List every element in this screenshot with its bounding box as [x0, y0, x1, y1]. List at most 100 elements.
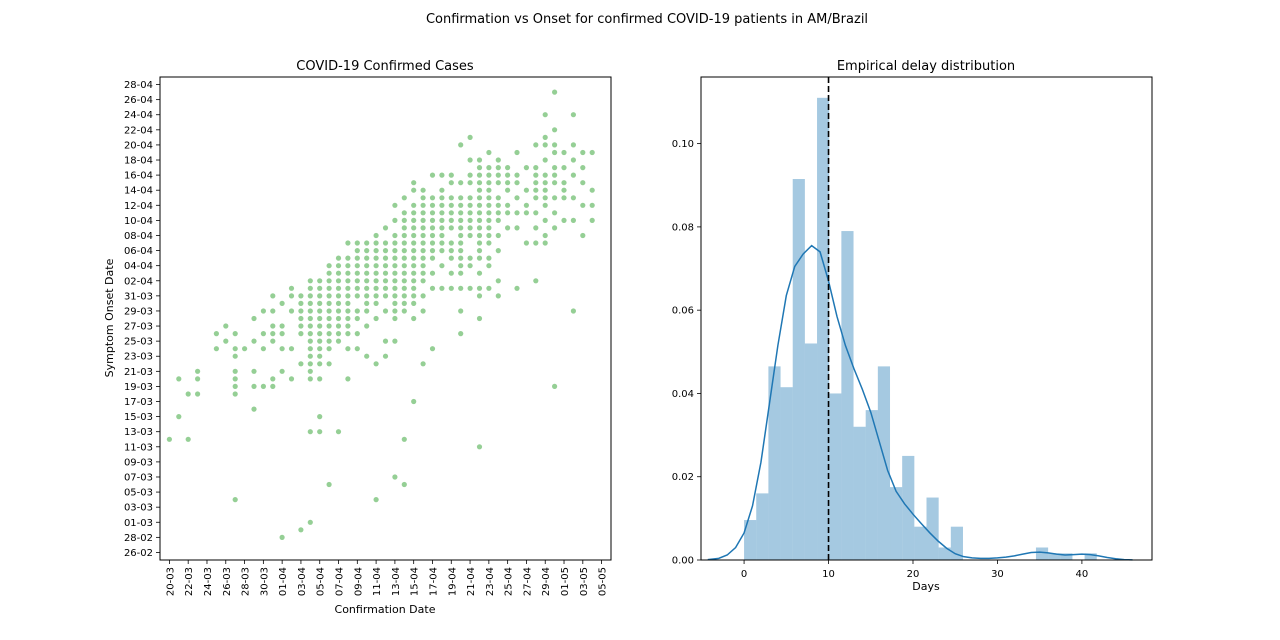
scatter-point [420, 263, 426, 269]
scatter-point [476, 444, 483, 450]
scatter-point [335, 285, 342, 291]
scatter-point [458, 195, 464, 201]
scatter-point [335, 323, 342, 329]
scatter-point [279, 323, 285, 329]
scatter-point [335, 308, 342, 314]
scatter-point [345, 263, 351, 269]
scatter-point [317, 323, 323, 329]
scatter-point [420, 217, 426, 223]
scatter-point [514, 210, 520, 216]
scatter-point [345, 278, 351, 284]
scatter-point [439, 232, 445, 239]
histogram-bar [926, 497, 939, 560]
scatter-point [335, 270, 342, 276]
scatter-point [458, 225, 464, 231]
scatter-point [373, 361, 379, 367]
scatter-x-tick-label: 20-03 [165, 567, 176, 596]
scatter-point [505, 202, 511, 208]
histogram-x-axis-label: Days [912, 580, 940, 593]
scatter-point [514, 172, 520, 178]
scatter-point [373, 248, 379, 254]
scatter-y-tick-label: 20-04 [124, 140, 153, 151]
scatter-x-tick-label: 21-04 [466, 567, 477, 596]
scatter-y-tick-label: 25-03 [124, 337, 153, 348]
scatter-point [195, 376, 201, 382]
scatter-point [335, 331, 342, 337]
scatter-x-tick-label: 13-04 [391, 567, 402, 596]
scatter-point [420, 232, 426, 239]
scatter-point [401, 210, 407, 216]
scatter-point [307, 285, 313, 291]
scatter-point [307, 376, 313, 382]
scatter-point [458, 285, 464, 291]
histogram-bar [841, 231, 854, 560]
scatter-point [429, 225, 436, 231]
scatter-point [495, 210, 501, 216]
scatter-point [392, 232, 398, 239]
scatter-y-tick-label: 19-03 [124, 382, 153, 393]
scatter-point [411, 398, 417, 405]
scatter-point [505, 225, 511, 231]
histogram-bar [877, 366, 891, 560]
scatter-point [486, 255, 492, 261]
scatter-point [458, 202, 464, 208]
scatter-point [495, 278, 501, 284]
scatter-y-tick-label: 12-04 [124, 201, 153, 212]
scatter-point [495, 202, 501, 208]
scatter-point [364, 285, 370, 291]
scatter-point [439, 210, 445, 216]
scatter-point [288, 285, 295, 291]
scatter-point [373, 315, 379, 322]
scatter-point [420, 255, 426, 261]
scatter-point [533, 142, 539, 148]
scatter-point [401, 248, 407, 254]
scatter-point [411, 263, 417, 269]
scatter-point [467, 232, 473, 239]
scatter-point [392, 202, 398, 208]
histogram-bar [829, 393, 842, 560]
scatter-point [288, 346, 295, 352]
scatter-point [382, 248, 389, 254]
scatter-point [298, 300, 304, 306]
scatter-point [476, 232, 483, 239]
figure-suptitle: Confirmation vs Onset for confirmed COVI… [426, 12, 868, 27]
scatter-point [476, 165, 483, 171]
scatter-point [561, 180, 567, 186]
scatter-point [345, 331, 351, 337]
scatter-point [552, 149, 558, 156]
scatter-point [335, 315, 342, 322]
scatter-point [542, 195, 548, 201]
scatter-point [317, 300, 323, 306]
scatter-point [382, 270, 389, 276]
scatter-point [335, 300, 342, 306]
scatter-point [382, 293, 389, 299]
scatter-point [476, 240, 483, 246]
scatter-point [411, 300, 417, 306]
scatter-point [420, 248, 426, 254]
scatter-point [307, 278, 313, 284]
scatter-point [411, 285, 417, 291]
scatter-point [317, 315, 323, 322]
scatter-point [326, 323, 332, 329]
scatter-point [486, 149, 492, 156]
scatter-point [345, 376, 351, 382]
scatter-point [411, 232, 417, 239]
scatter-point [232, 376, 238, 382]
scatter-point [326, 331, 332, 337]
scatter-point [458, 142, 464, 148]
scatter-point [542, 187, 548, 193]
histogram-bar [1060, 553, 1073, 560]
scatter-point [486, 165, 492, 171]
scatter-point [420, 361, 426, 367]
scatter-point [486, 240, 492, 246]
scatter-point [505, 172, 511, 178]
scatter-point [317, 308, 323, 314]
scatter-point [580, 232, 586, 239]
scatter-point [288, 308, 295, 314]
scatter-point [467, 134, 473, 140]
scatter-point [429, 255, 436, 261]
scatter-point [570, 112, 577, 118]
scatter-point [495, 165, 501, 171]
scatter-point [317, 361, 323, 367]
